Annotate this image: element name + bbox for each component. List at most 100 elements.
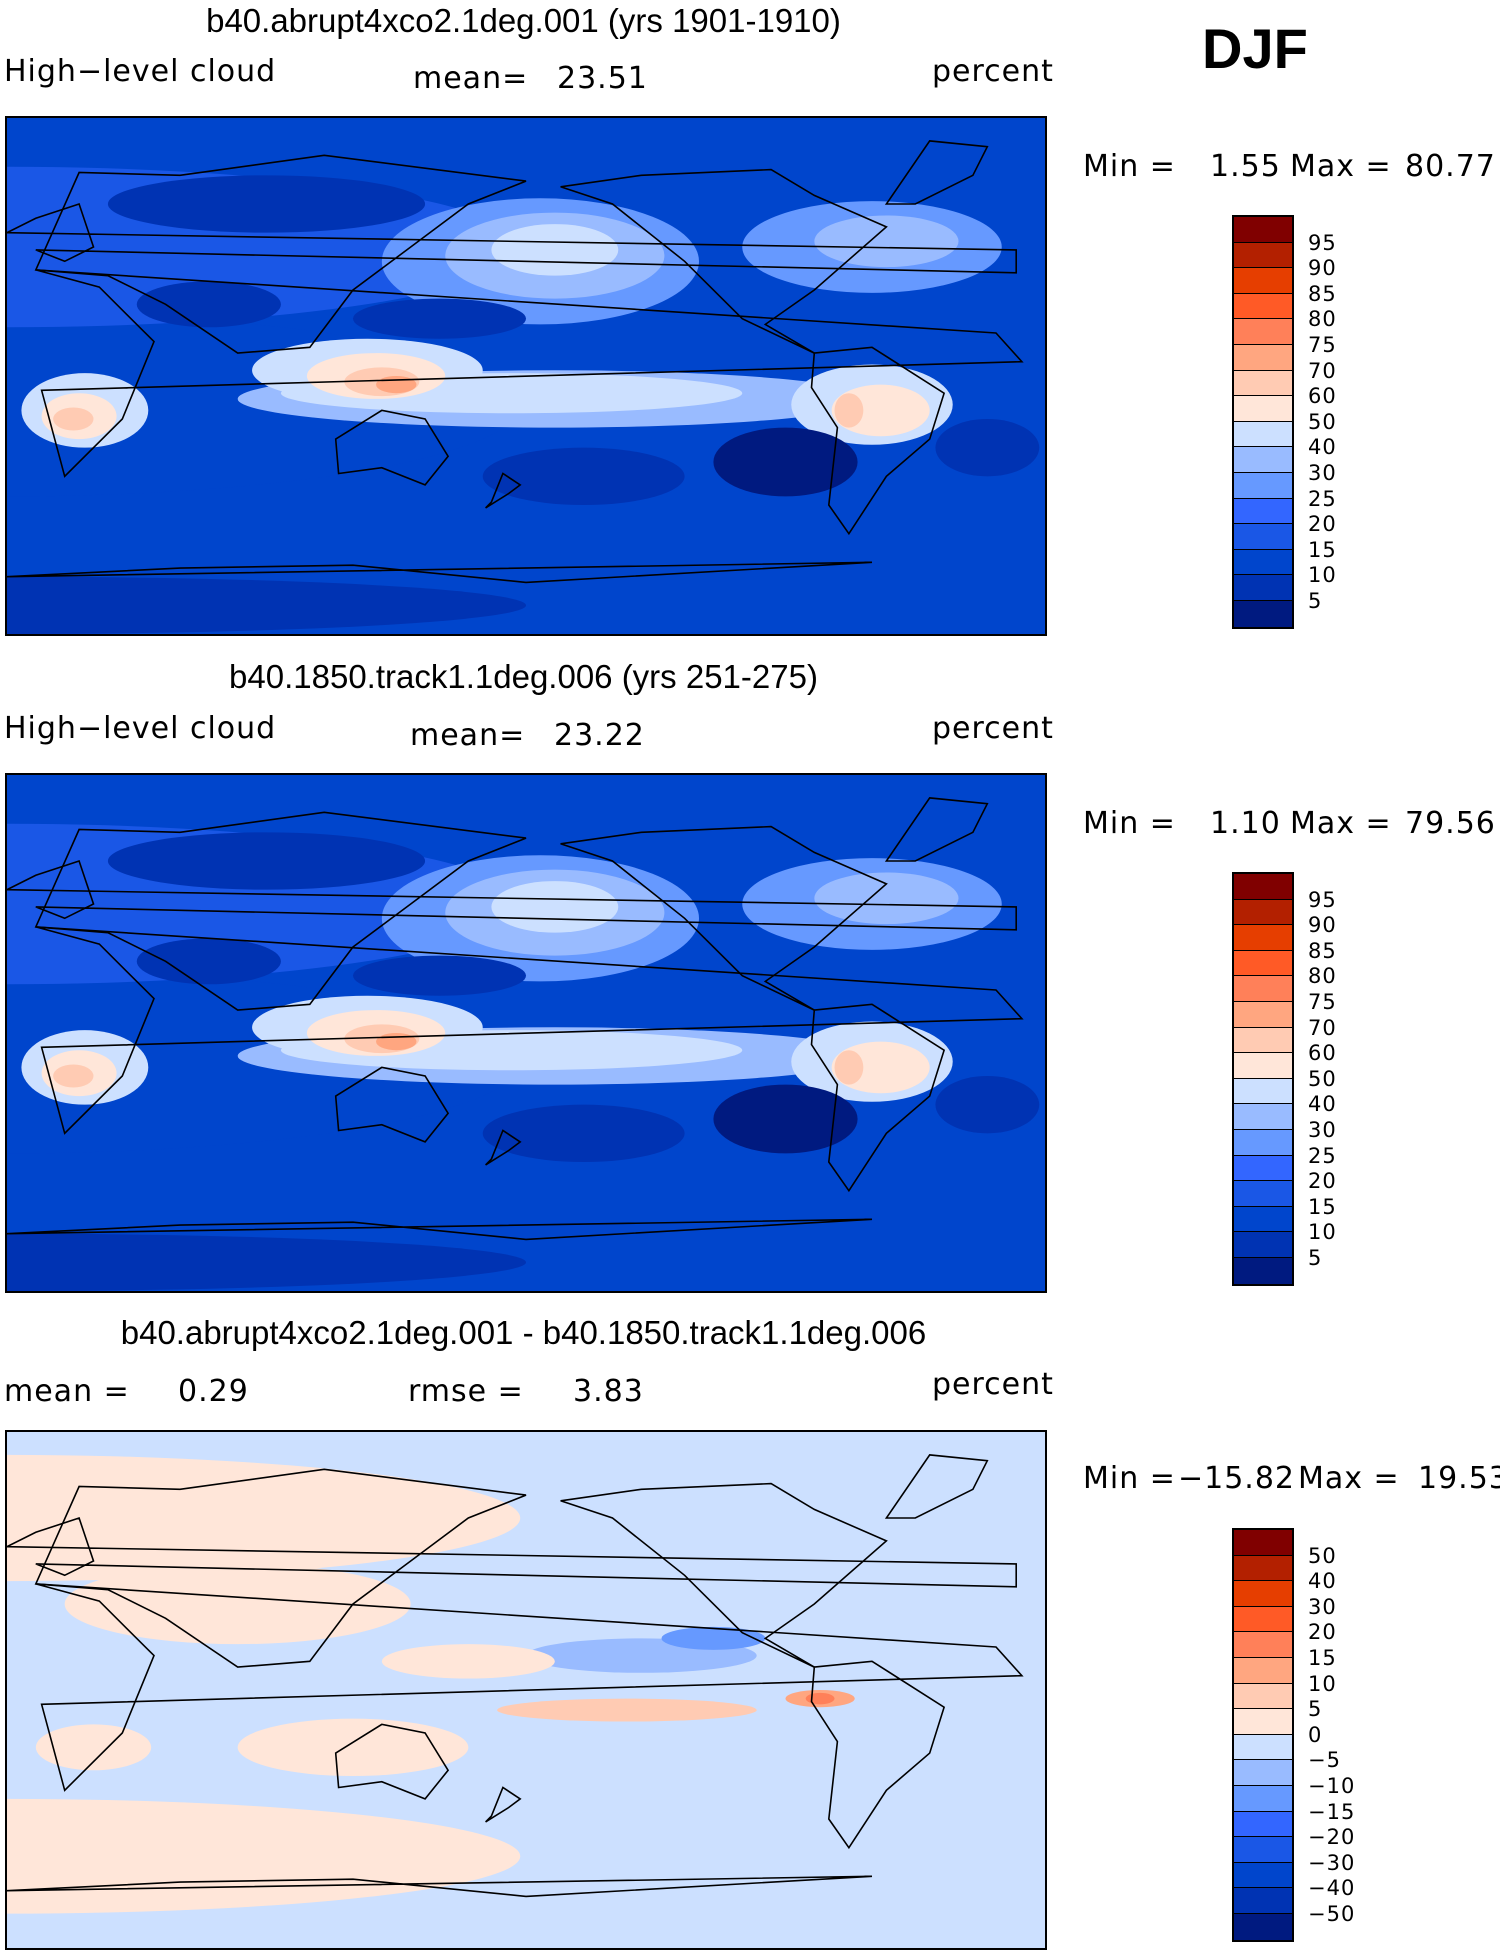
contour-region bbox=[497, 1698, 757, 1722]
colorbar-tick-label: −30 bbox=[1308, 1850, 1356, 1875]
colorbar-swatch bbox=[1234, 1709, 1292, 1735]
colorbar-tick-label: 20 bbox=[1308, 1169, 1337, 1194]
coastline bbox=[560, 825, 888, 1011]
colorbar-swatch bbox=[1234, 1001, 1292, 1028]
contour-region bbox=[805, 1692, 835, 1705]
coastline bbox=[7, 561, 873, 584]
contour-region bbox=[7, 1233, 526, 1291]
colorbar-tick-label: 10 bbox=[1308, 563, 1337, 588]
colorbar-swatch bbox=[1234, 925, 1292, 951]
colorbar-swatch bbox=[1234, 498, 1292, 525]
colorbar-swatch bbox=[1234, 344, 1292, 371]
colorbar-swatch bbox=[1234, 1913, 1292, 1940]
coastline bbox=[7, 1875, 873, 1898]
colorbar-swatch bbox=[1234, 1155, 1292, 1182]
panel2-max-label: Max = bbox=[1290, 806, 1392, 841]
colorbar-swatch bbox=[1234, 1232, 1292, 1258]
colorbar-swatch bbox=[1234, 1206, 1292, 1233]
colorbar-swatch bbox=[1234, 1734, 1292, 1761]
panel1-map bbox=[5, 116, 1047, 636]
colorbar-swatch bbox=[1234, 472, 1292, 499]
colorbar-tick-label: 30 bbox=[1308, 1118, 1337, 1142]
colorbar-swatch bbox=[1234, 899, 1292, 926]
colorbar-tick-label: 80 bbox=[1308, 307, 1337, 332]
panel1-min-label: Min = bbox=[1083, 149, 1176, 184]
contour-region bbox=[136, 938, 281, 985]
colorbar-swatch bbox=[1234, 575, 1292, 601]
panel2-units: percent bbox=[932, 711, 1054, 746]
colorbar-swatch bbox=[1234, 447, 1292, 473]
coastline bbox=[334, 1723, 450, 1800]
colorbar-swatch bbox=[1234, 1837, 1292, 1863]
contour-region bbox=[935, 1076, 1040, 1134]
colorbar-tick-label: 40 bbox=[1308, 1092, 1337, 1117]
contour-region bbox=[713, 1084, 858, 1154]
colorbar-tick-label: 15 bbox=[1308, 537, 1337, 562]
contour-region bbox=[661, 1626, 766, 1650]
coastline bbox=[35, 1583, 1024, 1792]
colorbar-swatch bbox=[1234, 1811, 1292, 1838]
contour-region bbox=[107, 832, 426, 890]
coastline bbox=[560, 168, 888, 354]
panel2-map bbox=[5, 773, 1047, 1293]
colorbar-swatch bbox=[1234, 370, 1292, 397]
contour-region bbox=[491, 881, 619, 933]
colorbar-tick-label: 60 bbox=[1308, 1041, 1337, 1066]
panel1-mean-label: mean= bbox=[413, 61, 529, 96]
panel1-min-value: 1.55 bbox=[1210, 149, 1281, 184]
contour-region bbox=[35, 1724, 152, 1771]
contour-region bbox=[482, 447, 685, 506]
colorbar-swatch bbox=[1234, 1104, 1292, 1130]
colorbar-tick-label: 50 bbox=[1308, 1543, 1337, 1568]
colorbar-tick-label: 85 bbox=[1308, 281, 1337, 306]
colorbar-tick-label: 10 bbox=[1308, 1671, 1337, 1696]
contour-region bbox=[376, 376, 417, 394]
contour-region bbox=[64, 1563, 411, 1645]
season-label: DJF bbox=[1202, 17, 1308, 80]
panel3-min-label: Min = bbox=[1083, 1461, 1176, 1496]
colorbar-swatch bbox=[1234, 600, 1292, 627]
colorbar-tick-label: 90 bbox=[1308, 256, 1337, 281]
colorbar-swatch bbox=[1234, 1257, 1292, 1284]
coastline bbox=[810, 1003, 946, 1193]
colorbar-swatch bbox=[1234, 549, 1292, 576]
panel2-title: b40.1850.track1.1deg.006 (yrs 251-275) bbox=[229, 658, 818, 695]
colorbar-swatch bbox=[1234, 874, 1292, 900]
contour-region bbox=[353, 955, 526, 996]
colorbar-swatch bbox=[1234, 1632, 1292, 1658]
colorbar-tick-label: 75 bbox=[1308, 333, 1337, 357]
contour-region bbox=[376, 1033, 417, 1051]
colorbar-tick-label: 20 bbox=[1308, 1620, 1337, 1645]
contour-region bbox=[136, 281, 281, 328]
coastline bbox=[810, 346, 946, 536]
coastline bbox=[7, 1516, 1017, 1588]
colorbar-tick-label: −5 bbox=[1308, 1748, 1341, 1773]
colorbar-tick-label: 5 bbox=[1308, 1246, 1323, 1270]
colorbar-tick-label: 40 bbox=[1308, 1569, 1337, 1594]
coastline bbox=[884, 140, 989, 205]
colorbar-tick-label: 30 bbox=[1308, 461, 1337, 485]
contour-region bbox=[53, 1064, 94, 1088]
colorbar-tick-label: −15 bbox=[1308, 1799, 1356, 1824]
colorbar-swatch bbox=[1234, 1181, 1292, 1207]
coastline bbox=[485, 1786, 522, 1823]
colorbar-tick-label: 10 bbox=[1308, 1220, 1337, 1245]
panel3-rmse-label: rmse = bbox=[408, 1374, 524, 1409]
colorbar-tick-label: 40 bbox=[1308, 435, 1337, 460]
colorbar-tick-label: 5 bbox=[1308, 1697, 1323, 1722]
panel2-max-value: 79.56 bbox=[1405, 806, 1496, 841]
coastline bbox=[334, 409, 450, 486]
panel3-min-value: −15.82 bbox=[1178, 1461, 1296, 1496]
panel3-units: percent bbox=[932, 1367, 1054, 1402]
colorbar-swatch bbox=[1234, 1530, 1292, 1556]
panel3-max-value: 19.53 bbox=[1418, 1461, 1500, 1496]
colorbar-tick-label: −40 bbox=[1308, 1876, 1356, 1901]
panel3-map bbox=[5, 1430, 1047, 1950]
colorbar-swatch bbox=[1234, 1129, 1292, 1156]
colorbar-swatch bbox=[1234, 217, 1292, 243]
coastline bbox=[7, 202, 1017, 274]
coastline bbox=[7, 859, 1017, 931]
contour-region bbox=[935, 419, 1040, 477]
colorbar-tick-label: −10 bbox=[1308, 1774, 1356, 1798]
colorbar-tick-label: 25 bbox=[1308, 486, 1337, 511]
